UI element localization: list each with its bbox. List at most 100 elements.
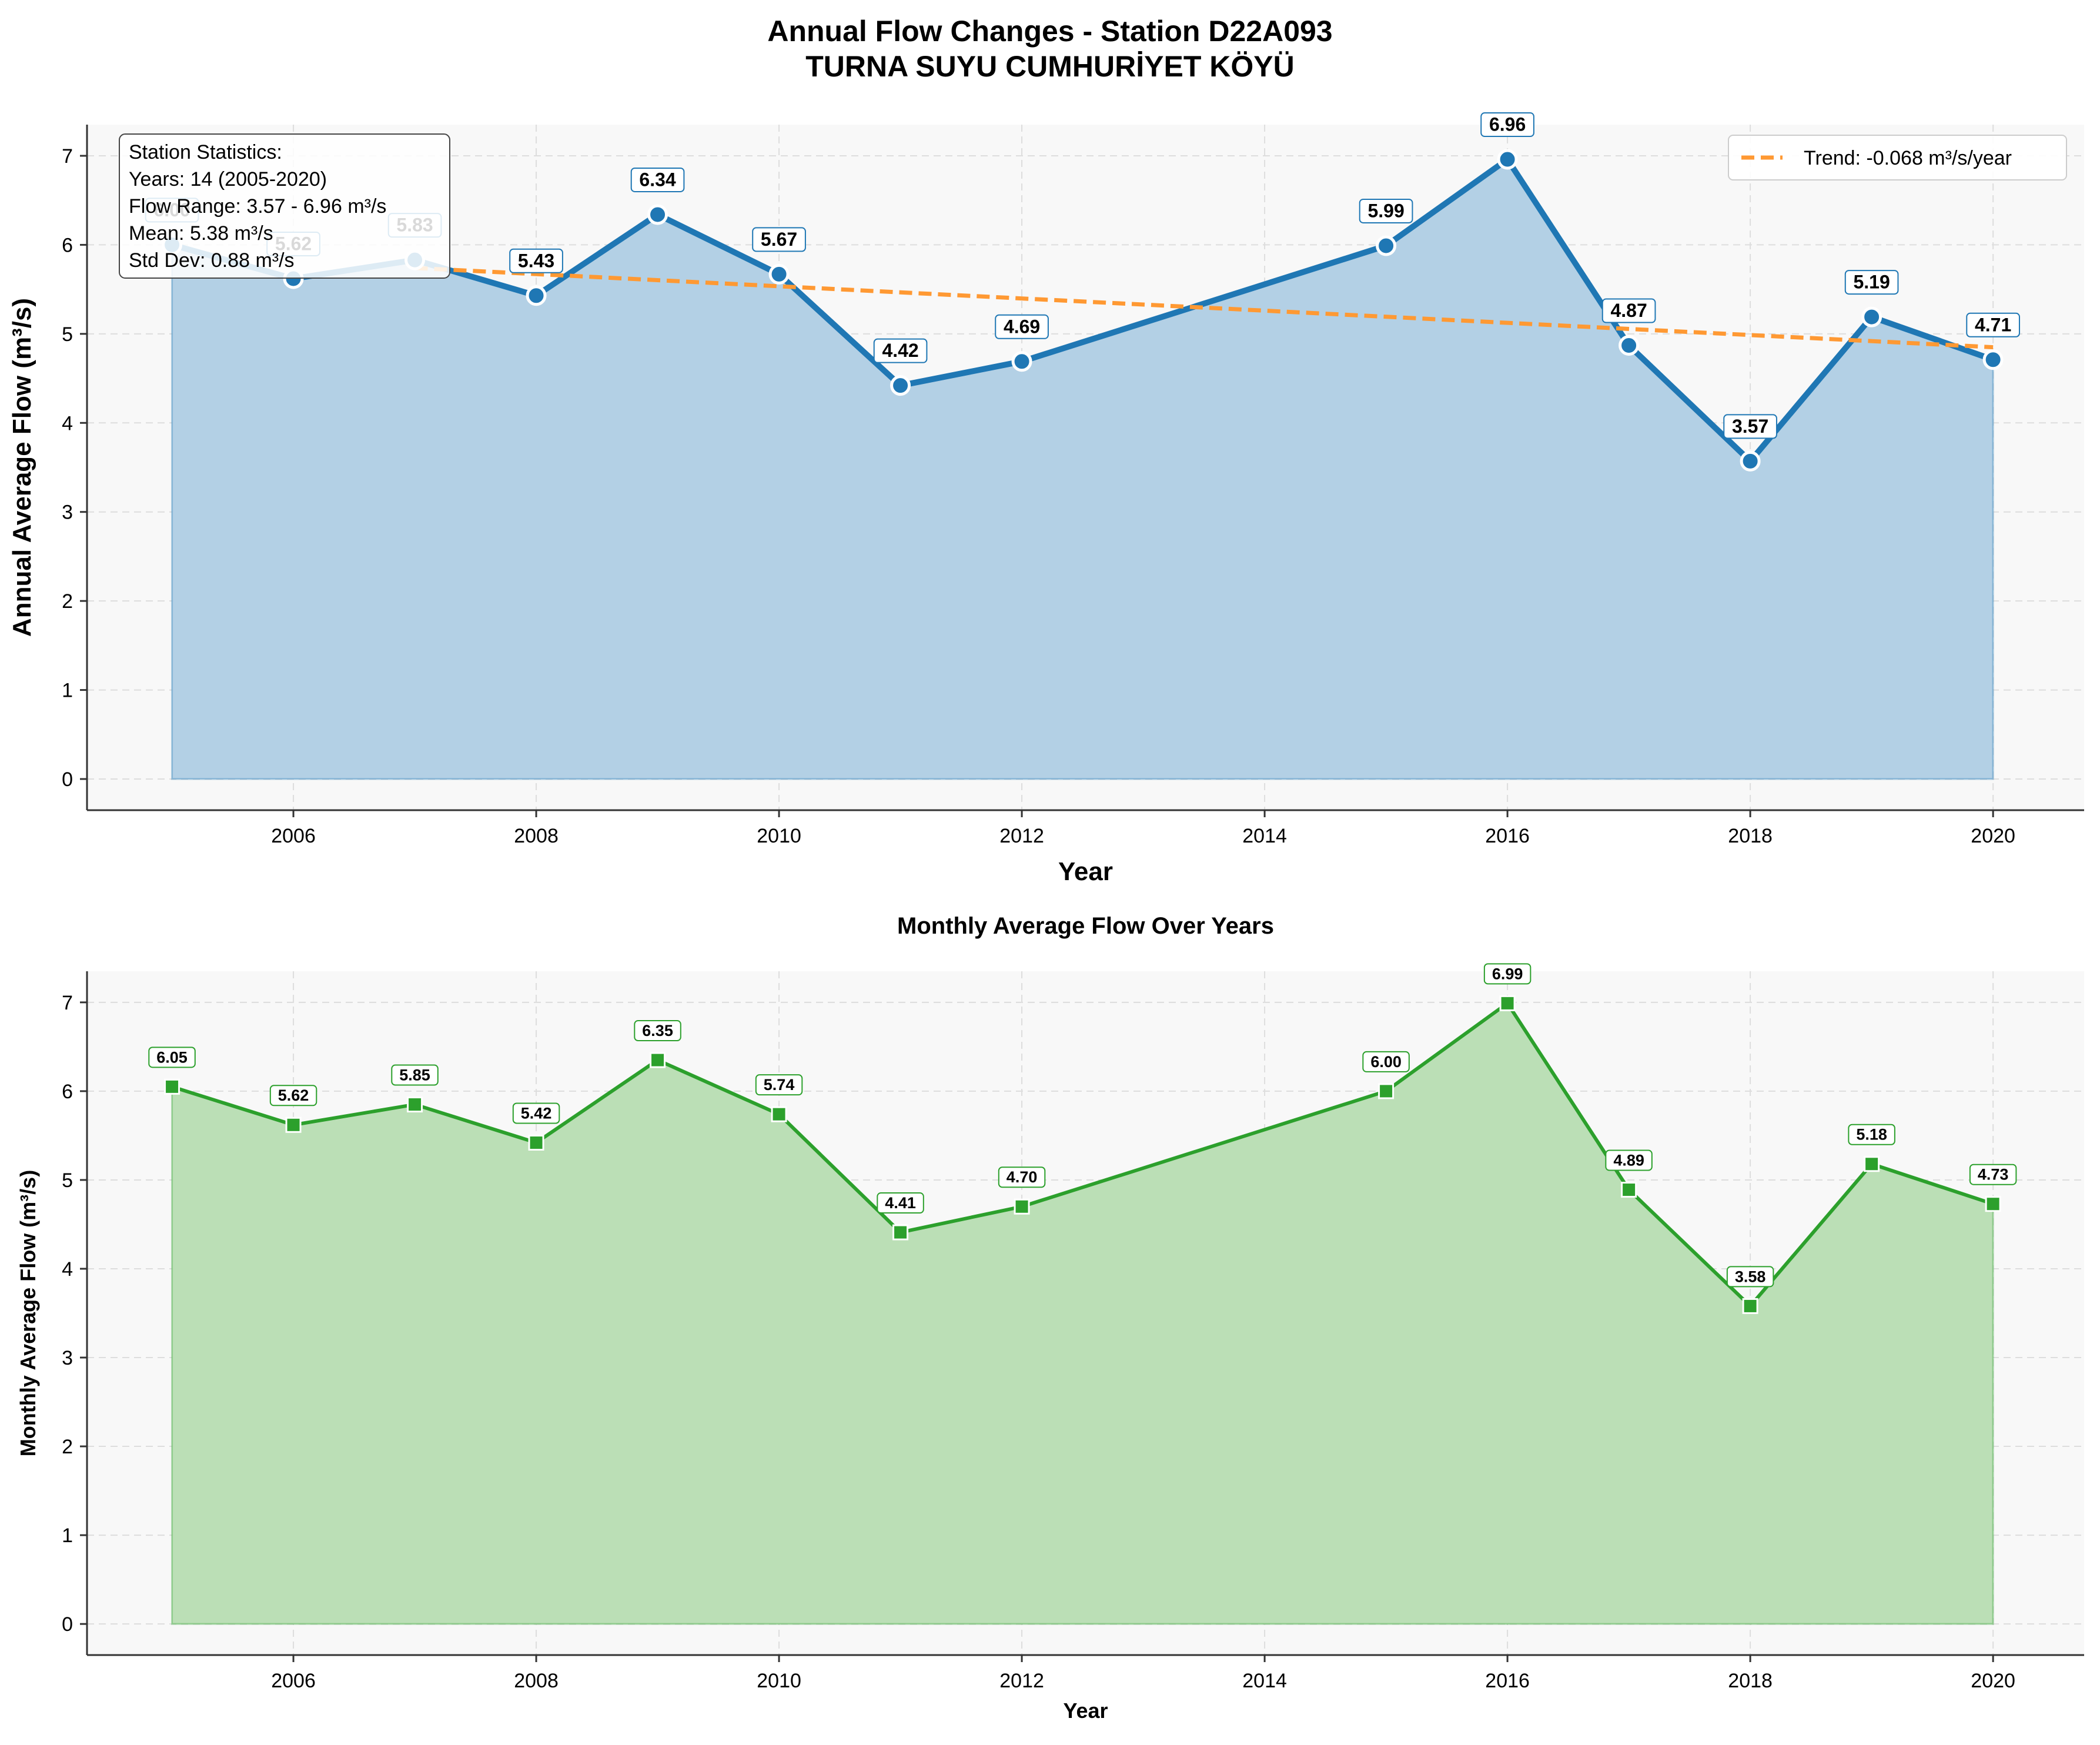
annual-data-label-box	[752, 227, 806, 252]
legend-trend-label: Trend: -0.068 m³/s/year	[1804, 147, 2012, 169]
annual-data-label-box	[995, 314, 1049, 339]
y-axis-label: Annual Average Flow (m³/s)	[8, 298, 36, 637]
monthly-data-label-box	[269, 1085, 317, 1106]
annual-data-label: 6.96	[1489, 114, 1526, 135]
annual-point	[768, 263, 790, 285]
monthly-data-label: 6.00	[1370, 1053, 1402, 1071]
y-tick-label: 0	[62, 768, 73, 791]
annual-point	[890, 375, 911, 396]
x-tick-label: 2008	[514, 1670, 559, 1692]
y-tick-label: 3	[62, 502, 73, 524]
x-tick-label: 2010	[757, 825, 801, 847]
annual-data-label-box	[1601, 298, 1656, 323]
monthly-data-label: 6.05	[156, 1048, 188, 1066]
monthly-data-label-box	[998, 1166, 1046, 1188]
monthly-point	[1499, 995, 1516, 1011]
annual-data-label-box	[1359, 198, 1413, 223]
monthly-point	[285, 1116, 302, 1133]
x-tick-label: 2016	[1485, 1670, 1530, 1692]
monthly-data-label-box	[755, 1074, 803, 1096]
annual-data-label-box	[509, 248, 563, 273]
x-tick-label: 2014	[1242, 1670, 1287, 1692]
annual-data-label-box	[1966, 312, 2020, 337]
panel-title: Monthly Average Flow Over Years	[897, 913, 1274, 939]
annual-point	[1497, 149, 1518, 170]
monthly-point	[771, 1106, 787, 1122]
monthly-data-label: 4.70	[1006, 1168, 1038, 1186]
x-tick-label: 2020	[1971, 825, 2015, 847]
x-tick-label: 2018	[1728, 1670, 1773, 1692]
monthly-data-label-box	[1605, 1149, 1653, 1171]
annual-data-label-box	[1844, 270, 1899, 295]
monthly-data-label: 3.58	[1735, 1268, 1766, 1285]
annual-point	[647, 204, 668, 225]
x-tick-label: 2014	[1242, 825, 1287, 847]
y-tick-label: 2	[62, 1436, 73, 1458]
monthly-point	[1985, 1196, 2001, 1212]
monthly-data-label-box	[512, 1102, 560, 1124]
monthly-point	[650, 1052, 666, 1068]
monthly-data-label-box	[391, 1064, 439, 1086]
y-axis-label: Monthly Average Flow (m³/s)	[16, 1170, 40, 1456]
annual-point	[1011, 351, 1032, 372]
x-tick-label: 2010	[757, 1670, 801, 1692]
x-tick-label: 2006	[271, 1670, 316, 1692]
stats-line: Mean: 5.38 m³/s	[129, 222, 273, 245]
monthly-data-label-box	[1969, 1164, 2017, 1185]
monthly-point	[1378, 1083, 1395, 1099]
monthly-data-label-box	[877, 1192, 924, 1214]
monthly-data-label-box	[634, 1020, 681, 1042]
x-tick-label: 2020	[1971, 1670, 2015, 1692]
x-tick-label: 2012	[999, 1670, 1044, 1692]
x-tick-label: 2006	[271, 825, 316, 847]
annual-point	[526, 285, 547, 306]
monthly-point	[1742, 1298, 1758, 1314]
y-tick-label: 1	[62, 680, 73, 702]
y-tick-label: 7	[62, 992, 73, 1014]
monthly-data-label: 5.74	[764, 1076, 795, 1094]
annual-data-label: 4.42	[882, 340, 918, 361]
annual-data-label: 4.87	[1610, 300, 1647, 321]
y-tick-label: 3	[62, 1347, 73, 1369]
x-tick-label: 2008	[514, 825, 559, 847]
annual-data-label: 3.57	[1732, 416, 1768, 437]
x-tick-label: 2018	[1728, 825, 1773, 847]
monthly-data-label: 5.18	[1856, 1126, 1887, 1144]
stats-line: Std Dev: 0.88 m³/s	[129, 249, 295, 272]
annual-data-label: 5.19	[1853, 272, 1890, 293]
y-tick-label: 0	[62, 1613, 73, 1636]
y-tick-label: 2	[62, 590, 73, 613]
x-axis-label: Year	[1058, 857, 1113, 886]
monthly-data-label: 5.42	[521, 1104, 552, 1122]
monthly-point	[407, 1097, 423, 1113]
y-tick-label: 5	[62, 1169, 73, 1192]
stats-line: Years: 14 (2005-2020)	[129, 168, 327, 190]
monthly-data-label: 5.85	[399, 1066, 430, 1084]
monthly-data-label: 6.35	[642, 1022, 673, 1039]
annual-point	[1376, 235, 1397, 256]
monthly-data-label-box	[1848, 1124, 1895, 1145]
x-tick-label: 2016	[1485, 825, 1530, 847]
monthly-point	[892, 1224, 909, 1241]
monthly-flow-panel: 6.05 5.62 5.85 5.42 6.35 5.74 4.41 4.70 6.00 6.99…	[16, 913, 2084, 1723]
stats-line: Station Statistics:	[129, 141, 282, 163]
y-tick-label: 6	[62, 234, 73, 256]
figure-title-line1: Annual Flow Changes - Station D22A093	[767, 15, 1332, 48]
annual-data-label: 6.34	[639, 169, 676, 190]
y-tick-label: 4	[62, 1258, 73, 1281]
x-tick-label: 2012	[999, 825, 1044, 847]
annual-point	[1982, 349, 2004, 370]
monthly-data-label-box	[1362, 1051, 1410, 1072]
monthly-data-label-box	[1726, 1266, 1774, 1288]
figure-title-line2: TURNA SUYU CUMHURİYET KÖYÜ	[805, 50, 1295, 83]
annual-data-label-box	[630, 167, 685, 192]
monthly-data-label: 4.89	[1613, 1151, 1644, 1169]
monthly-data-label-box	[1483, 963, 1531, 985]
x-axis-label: Year	[1063, 1699, 1108, 1723]
annual-flow-panel: 6.005.625.835.436.345.674.424.695.996.96…	[8, 112, 2084, 886]
monthly-point	[164, 1078, 180, 1095]
stats-box	[119, 133, 450, 279]
monthly-point	[528, 1135, 544, 1151]
